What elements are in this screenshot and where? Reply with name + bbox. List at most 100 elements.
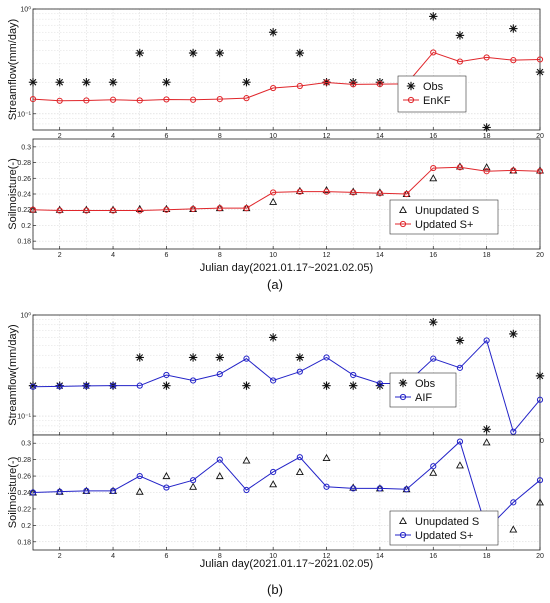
data-point: [109, 205, 118, 213]
obs-marker-stroke: [109, 78, 117, 86]
data-point: [162, 471, 171, 480]
legend: Unupdated S Updated S+: [389, 199, 499, 235]
data-point: [296, 368, 303, 375]
data-point: [323, 79, 330, 86]
x-tick-label: 6: [164, 553, 168, 560]
obs-marker-stroke: [136, 354, 144, 361]
x-tick-label: 20: [536, 133, 544, 140]
data-point: [242, 381, 251, 390]
data-point: [510, 428, 517, 435]
obs-marker-stroke: [349, 382, 357, 390]
x-tick-label: 20: [536, 553, 544, 560]
obs-marker-stroke: [483, 124, 490, 131]
x-tick-label: 4: [111, 133, 115, 140]
legend-box: [389, 372, 457, 408]
data-point: [270, 377, 277, 384]
y-tick-label: 0.2: [21, 223, 31, 230]
x-tick-label: 18: [483, 553, 491, 560]
data-point: [109, 487, 117, 494]
data-point: [535, 371, 545, 381]
obs-marker-stroke: [456, 32, 464, 39]
legend-label: Obs: [423, 81, 444, 93]
data-point: [403, 190, 410, 198]
obs-marker-stroke: [323, 382, 330, 390]
data-point: [322, 381, 331, 390]
data-point: [430, 355, 437, 362]
data-point: [482, 163, 491, 171]
data-point: [188, 48, 198, 58]
y-tick-label: 10⁻¹: [17, 414, 31, 421]
plot-area: [33, 315, 540, 435]
grid: [32, 435, 541, 550]
data-point: [483, 337, 490, 344]
data-point: [82, 205, 91, 213]
obs-marker-stroke: [296, 354, 304, 361]
obs-marker-stroke: [163, 78, 170, 86]
legend-label: Updated S+: [415, 530, 473, 542]
legend-marker: [399, 516, 407, 525]
obs-marker-stroke: [399, 379, 407, 387]
series-aif: [29, 337, 544, 435]
y-axis-label: Streamflow(mm/day): [7, 324, 19, 425]
data-point: [350, 189, 357, 196]
data-point: [482, 123, 491, 132]
data-point: [456, 58, 464, 65]
data-point: [162, 204, 171, 212]
data-point: [135, 487, 144, 495]
y-tick-label: 0.28: [17, 160, 31, 167]
data-point: [55, 78, 64, 87]
obs-marker-stroke: [456, 337, 464, 344]
x-tick-label: 20: [536, 252, 544, 259]
obs-marker-stroke: [536, 372, 544, 380]
obs-marker-stroke: [536, 68, 544, 76]
data-point: [83, 382, 90, 389]
legend-label: Unupdated S: [415, 516, 479, 528]
data-point: [455, 336, 465, 345]
x-tick-label: 14: [376, 553, 384, 560]
data-point: [323, 188, 330, 195]
data-point: [109, 382, 117, 389]
data-point: [242, 78, 251, 87]
series-updated-s-: [29, 438, 544, 533]
data-point: [296, 188, 303, 195]
data-point: [190, 477, 197, 484]
legend-marker: [399, 531, 407, 539]
data-point: [190, 205, 197, 213]
y-axis-label: Streamflow(mm/day): [7, 19, 19, 120]
x-tick-label: 2: [58, 133, 62, 140]
data-point: [56, 97, 63, 104]
y-tick-label: 0.26: [17, 176, 31, 183]
data-point: [430, 463, 437, 470]
obs-marker-stroke: [407, 82, 415, 90]
panel-label-a: (a): [267, 277, 283, 292]
x-tick-label: 10: [269, 252, 277, 259]
obs-marker-stroke: [163, 382, 170, 390]
x-tick-label: 8: [218, 553, 222, 560]
legend-label: Obs: [415, 378, 436, 390]
data-point: [323, 354, 330, 361]
data-point: [56, 488, 63, 495]
y-tick-label: 10⁰: [20, 6, 31, 14]
obs-marker-stroke: [29, 382, 37, 390]
data-point: [483, 168, 490, 175]
data-point: [536, 166, 544, 174]
legend-marker: [407, 96, 415, 104]
data-point: [349, 381, 358, 390]
data-point: [403, 486, 410, 493]
data-point: [350, 81, 357, 88]
x-tick-label: 12: [323, 553, 331, 560]
obs-marker-stroke: [136, 49, 144, 57]
legend: Obs EnKF: [397, 75, 467, 113]
x-axis-label: Julian day(2021.01.17~2021.02.05): [200, 262, 373, 274]
data-point: [536, 168, 544, 175]
x-tick-label: 14: [376, 133, 384, 140]
data-point: [188, 353, 198, 362]
data-point: [509, 525, 518, 533]
data-point: [375, 78, 385, 87]
data-point: [83, 97, 90, 104]
data-point: [455, 162, 464, 170]
data-point: [108, 78, 118, 87]
data-point: [136, 207, 143, 214]
data-point: [270, 189, 277, 196]
y-tick-label: 0.26: [17, 474, 31, 481]
